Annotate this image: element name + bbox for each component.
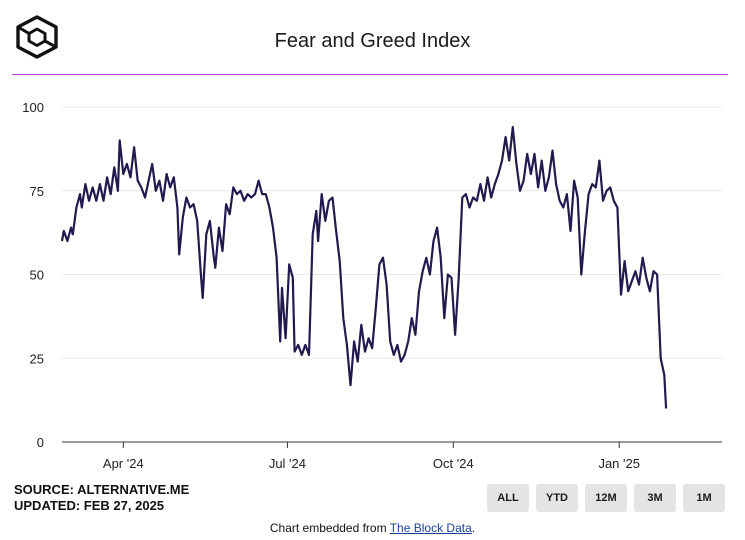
range-button-3m[interactable]: 3M <box>634 484 676 512</box>
range-selector: ALL YTD 12M 3M 1M <box>487 484 725 512</box>
x-tick-label: Oct '24 <box>433 456 474 471</box>
series-line <box>60 126 668 409</box>
header-divider <box>12 74 728 75</box>
x-tick-label: Apr '24 <box>103 456 144 471</box>
line-chart: 0 25 50 75 100 Apr '24 Jul '24 Oct '24 Jan '25 <box>22 100 722 471</box>
x-tick-label: Jul '24 <box>269 456 306 471</box>
x-tick-label: Jan '25 <box>598 456 640 471</box>
embed-credit: Chart embedded from The Block Data. <box>0 521 745 535</box>
y-tick-label: 25 <box>30 351 44 366</box>
the-block-data-link[interactable]: The Block Data <box>389 521 472 535</box>
source-info: SOURCE: ALTERNATIVE.ME UPDATED: FEB 27, … <box>14 482 189 514</box>
y-tick-label: 50 <box>30 268 44 283</box>
source-text: SOURCE: ALTERNATIVE.ME <box>14 482 190 497</box>
y-tick-label: 75 <box>30 184 44 199</box>
updated-text: UPDATED: FEB 27, 2025 <box>14 498 165 513</box>
range-button-1m[interactable]: 1M <box>683 484 725 512</box>
y-tick-label: 100 <box>22 100 44 115</box>
embed-suffix: . <box>471 521 476 535</box>
y-tick-label: 0 <box>37 435 44 450</box>
page-title: Fear and Greed Index <box>274 30 471 52</box>
embed-prefix: Chart embedded from <box>269 521 390 535</box>
the-block-cube-icon <box>16 15 58 59</box>
range-button-ytd[interactable]: YTD <box>536 484 578 512</box>
range-button-all[interactable]: ALL <box>487 484 529 512</box>
range-button-12m[interactable]: 12M <box>585 484 627 512</box>
